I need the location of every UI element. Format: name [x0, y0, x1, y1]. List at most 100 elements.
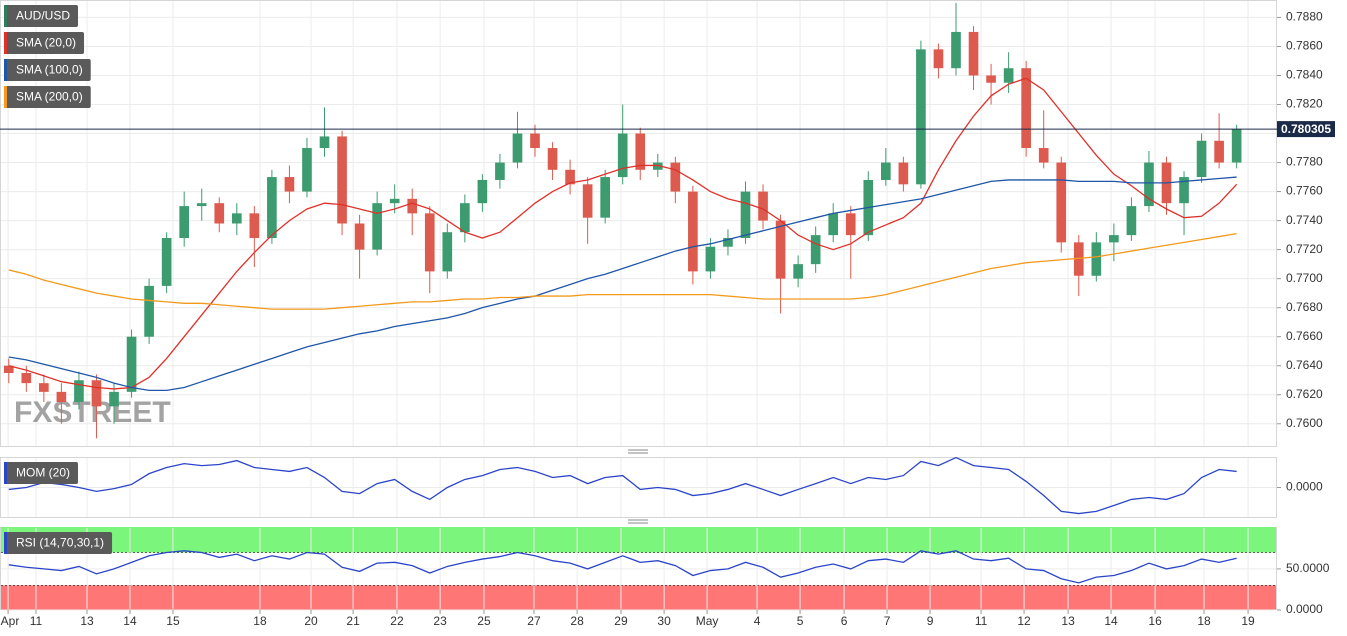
candle-body	[302, 148, 312, 192]
candle-body	[1144, 162, 1154, 207]
x-tick-label: 27	[527, 614, 541, 628]
legend-box	[4, 32, 85, 54]
candle-body	[424, 213, 435, 272]
candle-body	[1109, 235, 1119, 243]
candle-body	[688, 191, 698, 272]
candle-body	[56, 391, 67, 403]
y-tick-label: 0.7780	[1286, 155, 1323, 169]
candle-body	[933, 49, 944, 69]
candle-body	[968, 31, 979, 76]
candle-body	[337, 136, 347, 224]
candle-body	[39, 383, 49, 392]
x-tick-label: 23	[433, 614, 447, 628]
candle-body	[495, 162, 505, 180]
legend-swatch	[4, 86, 7, 108]
y-tick-label: 0.0000	[1286, 480, 1323, 494]
candle-body	[758, 191, 768, 221]
candle-body	[442, 232, 453, 272]
candle-body	[196, 203, 207, 207]
legend-swatch	[4, 59, 7, 81]
legend-box	[4, 532, 113, 554]
candle-body	[1073, 242, 1084, 276]
candle-body	[3, 365, 14, 373]
candle-body	[810, 235, 821, 265]
panel-frame	[0, 0, 1277, 447]
candle-body	[407, 198, 418, 214]
legend-item: AUD/USD	[4, 5, 79, 27]
candle-body	[267, 177, 277, 239]
candle-body	[775, 220, 786, 279]
candle-body	[845, 213, 856, 236]
legend-swatch	[4, 5, 7, 27]
x-tick-label: 13	[80, 614, 94, 628]
candle-body	[1091, 242, 1102, 276]
candle-body	[617, 133, 628, 178]
series-line	[8, 176, 1237, 392]
candle-body	[1056, 162, 1067, 243]
legend-label: SMA (200,0)	[16, 90, 83, 104]
series-line	[8, 77, 1238, 390]
candle-body	[144, 285, 154, 337]
x-tick-label: 29	[614, 614, 628, 628]
series-line	[8, 550, 1237, 584]
candle-body	[319, 136, 330, 149]
legend-item: MOM (20)	[4, 462, 78, 484]
y-tick-label: 50.0000	[1286, 561, 1330, 575]
x-tick-label: 25	[477, 614, 491, 628]
x-tick-label: 4	[754, 614, 761, 628]
candle-body	[231, 213, 242, 224]
candle-body	[828, 213, 839, 236]
x-tick-label: 20	[304, 614, 318, 628]
x-tick-label: 11	[30, 614, 43, 628]
candle-body	[74, 380, 84, 403]
legend-label: SMA (20,0)	[16, 36, 76, 50]
y-tick-label: 0.7860	[1286, 39, 1323, 53]
candle-body	[284, 177, 295, 192]
candle-body	[1196, 140, 1207, 178]
x-tick-label: 16	[1148, 614, 1162, 628]
candle-body	[530, 133, 540, 149]
legend-box	[4, 59, 91, 81]
legend-item: SMA (20,0)	[4, 32, 85, 54]
candle-body	[161, 238, 172, 286]
candle-body	[565, 169, 575, 185]
x-tick-label: 18	[1197, 614, 1211, 628]
legend-box	[4, 86, 91, 108]
y-tick-label: 0.7620	[1286, 387, 1323, 401]
candle-body	[600, 177, 610, 218]
candle-body	[670, 162, 681, 192]
y-tick-label: 0.7760	[1286, 184, 1323, 198]
candle-body	[1038, 148, 1049, 163]
legend-box	[4, 462, 78, 484]
candle-body	[214, 203, 225, 224]
overbought-band	[1, 527, 1276, 553]
candle-body	[477, 179, 488, 204]
candle-body	[1126, 206, 1137, 236]
y-tick-label: 0.7740	[1286, 213, 1323, 227]
candle-body	[1179, 177, 1189, 204]
candle-body	[249, 213, 260, 239]
candle-body	[793, 264, 803, 279]
x-tick-label: 22	[390, 614, 404, 628]
candle-body	[1021, 68, 1031, 149]
candle-body	[547, 148, 558, 170]
candle-body	[1214, 140, 1224, 163]
y-tick-label: 0.7820	[1286, 97, 1323, 111]
candle-body	[389, 198, 400, 204]
series-line	[8, 456, 1237, 515]
candle-body	[91, 380, 102, 407]
legend-item: SMA (100,0)	[4, 59, 91, 81]
x-tick-label: 14	[123, 614, 137, 628]
candle-body	[126, 336, 137, 392]
candle-body	[21, 372, 32, 384]
candle-body	[179, 206, 190, 239]
legend-item: RSI (14,70,30,1)	[4, 532, 113, 554]
y-tick-label: 0.7880	[1286, 10, 1323, 24]
legend-swatch	[4, 32, 7, 54]
x-tick-label: 7	[884, 614, 891, 628]
candle-body	[705, 246, 716, 272]
candle-body	[582, 184, 593, 218]
x-tick-label: 19	[1241, 614, 1255, 628]
